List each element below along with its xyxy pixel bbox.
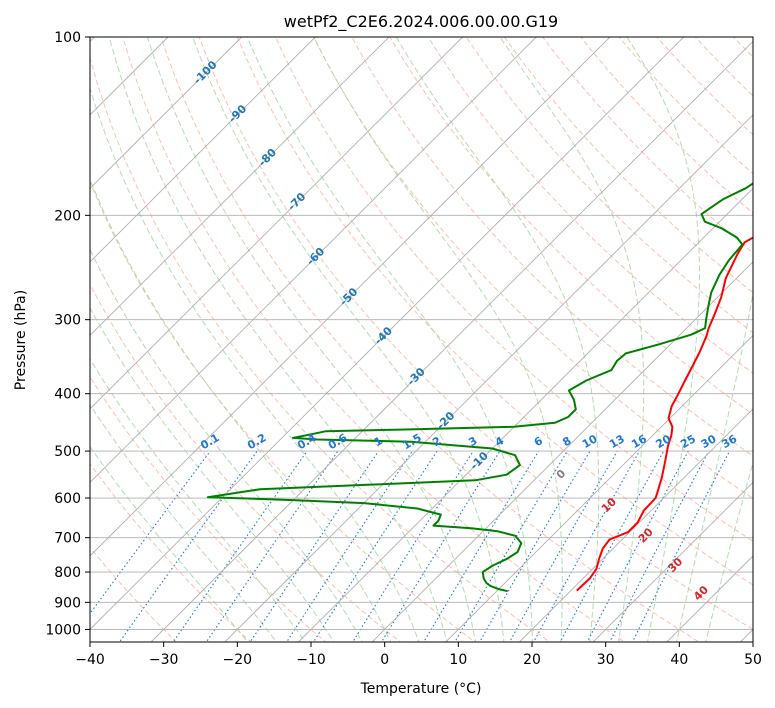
x-axis: −40 −30 −20 −10 0 10 20 30 40 50	[75, 642, 762, 668]
x-tick-label: −40	[75, 652, 105, 668]
plot-frame	[89, 36, 754, 643]
isotherm-line	[90, 37, 464, 410]
dry-adiabat-line	[90, 375, 327, 642]
dry-adiabat-line	[274, 37, 753, 542]
profile-lines	[206, 182, 753, 593]
mixing-ratio-line	[423, 450, 540, 642]
y-tick-label: 900	[54, 595, 81, 611]
isotherm-line	[90, 37, 390, 337]
x-tick-label: −10	[296, 652, 326, 668]
y-tick-label: 600	[54, 491, 81, 507]
y-tick-label: 200	[54, 208, 81, 224]
plot-background	[90, 37, 753, 642]
dry-adiabat-line	[160, 37, 701, 642]
dry-adiabat-line	[427, 37, 753, 374]
dry-adiabat-line	[90, 55, 551, 642]
dry-adiabat-line	[198, 37, 753, 631]
dewpoint-line	[206, 182, 753, 593]
y-tick-label: 1000	[45, 622, 81, 638]
x-tick-label: −30	[149, 652, 179, 668]
chart-title: wetPf2_C2E6.2024.006.00.00.G19	[284, 12, 558, 32]
isotherm-line	[297, 187, 753, 642]
isotherm-line	[518, 408, 753, 642]
isotherm-line	[224, 114, 753, 642]
mixing-ratio-line	[118, 450, 258, 642]
isotherm-line	[90, 37, 243, 190]
mixing-ratio-line	[249, 450, 379, 642]
isotherm-line	[90, 37, 316, 263]
dry-adiabat-line	[618, 37, 753, 175]
mixing-ratio-line	[205, 450, 339, 642]
x-tick-label: 0	[380, 652, 389, 668]
moist-adiabat-line	[192, 37, 505, 642]
dry-adiabat-line	[90, 283, 402, 642]
isotherm-line	[90, 37, 537, 484]
pressure-grid	[90, 37, 753, 630]
mixing-ratio-line	[172, 450, 308, 642]
y-tick-label: 500	[54, 444, 81, 460]
mixing-ratio-line	[312, 450, 438, 642]
mixing-ratio-line	[454, 450, 568, 642]
isotherm-line	[445, 334, 753, 642]
y-tick-label: 700	[54, 531, 81, 547]
isotherm-line	[90, 37, 611, 557]
y-axis: 100 200 300 400 500 600 700 800 900 1000	[45, 30, 90, 638]
dry-adiabat-line	[656, 37, 753, 136]
mixing-ratio-line	[631, 450, 731, 642]
x-tick-label: 50	[744, 652, 762, 668]
isotherm-line	[150, 40, 753, 642]
isotherm-line	[592, 481, 753, 642]
y-axis-title: Pressure (hPa)	[13, 290, 29, 390]
dry-adiabat-line	[122, 37, 626, 642]
dry-adiabat-line	[90, 180, 476, 642]
y-tick-label: 100	[54, 30, 81, 46]
mixing-ratio-line	[479, 450, 591, 642]
moist-adiabat-line	[90, 86, 420, 642]
dry-adiabat-line	[236, 37, 753, 586]
y-tick-label: 800	[54, 565, 81, 581]
x-tick-label: 10	[449, 652, 467, 668]
x-tick-label: 30	[597, 652, 615, 668]
dry-adiabat-line	[541, 37, 753, 254]
mixing-ratio-line	[286, 450, 413, 642]
mixing-ratio-line	[533, 450, 640, 642]
x-tick-label: 40	[670, 652, 688, 668]
moist-adiabat-line	[90, 306, 335, 642]
x-tick-label: 20	[523, 652, 541, 668]
x-tick-label: −20	[223, 652, 253, 668]
dry-adiabat-line	[351, 37, 753, 457]
y-tick-label: 300	[54, 313, 81, 329]
isotherm-line	[90, 37, 685, 631]
y-tick-label: 400	[54, 387, 81, 403]
dry-adiabat-line	[465, 37, 753, 334]
x-axis-title: Temperature (°C)	[360, 681, 482, 697]
temperature-line	[576, 236, 753, 592]
